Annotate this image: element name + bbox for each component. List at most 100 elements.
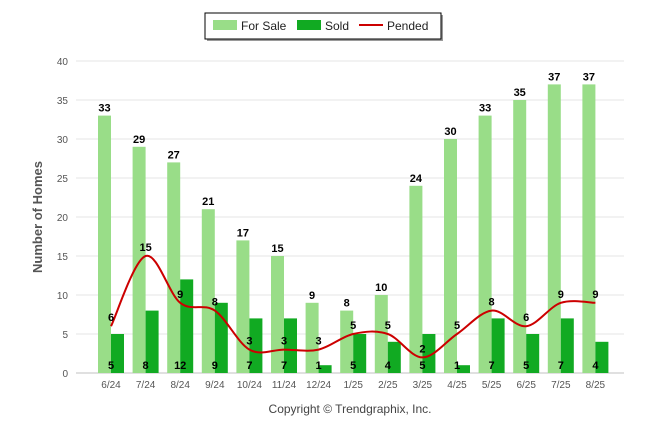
data-label-for-sale: 30 xyxy=(444,126,456,138)
data-label-sold: 7 xyxy=(246,360,252,372)
data-label-pended: 8 xyxy=(489,297,495,309)
x-tick-label: 8/25 xyxy=(586,380,606,391)
y-tick-label: 20 xyxy=(57,213,69,224)
x-tick-label: 3/25 xyxy=(413,380,433,391)
data-label-for-sale: 29 xyxy=(133,134,145,146)
legend-label-pended: Pended xyxy=(387,19,428,33)
data-label-pended: 9 xyxy=(558,289,564,301)
y-tick-label: 30 xyxy=(57,135,69,146)
bar-for-sale xyxy=(513,100,527,373)
data-label-pended: 3 xyxy=(281,336,287,348)
x-tick-labels: 6/24 7/24 8/24 9/24 10/24 11/24 12/24 1/25 2/25 3… xyxy=(101,380,605,391)
data-label-sold: 5 xyxy=(419,360,425,372)
bar-sold xyxy=(353,334,367,373)
bar-for-sale xyxy=(236,240,250,373)
legend-label-for-sale: For Sale xyxy=(241,19,287,33)
bar-for-sale xyxy=(409,185,423,373)
y-tick-label: 40 xyxy=(57,57,69,68)
data-label-for-sale: 17 xyxy=(237,227,249,239)
bar-for-sale xyxy=(582,84,596,374)
data-label-sold: 1 xyxy=(454,360,460,372)
bar-for-sale xyxy=(374,295,388,373)
data-labels: 3352982712219177157918510424530133735537… xyxy=(98,71,599,372)
pended-line xyxy=(110,254,596,359)
x-tick-label: 6/24 xyxy=(101,380,121,391)
x-tick-label: 6/25 xyxy=(516,380,536,391)
bar-sold xyxy=(526,334,540,373)
data-label-pended: 5 xyxy=(385,320,391,332)
bar-sold xyxy=(387,341,401,373)
bar-for-sale xyxy=(132,146,146,373)
y-tick-label: 25 xyxy=(57,174,69,185)
x-tick-label: 4/25 xyxy=(447,380,467,391)
bar-for-sale xyxy=(547,84,561,374)
data-label-pended: 5 xyxy=(454,320,460,332)
y-axis-label: Number of Homes xyxy=(30,161,45,273)
legend: For Sale Sold Pended xyxy=(204,12,443,41)
data-label-sold: 12 xyxy=(174,360,186,372)
bar-sold xyxy=(249,318,263,373)
data-label-pended: 8 xyxy=(212,297,218,309)
data-label-pended: 2 xyxy=(419,343,425,355)
y-tick-label: 5 xyxy=(62,330,68,341)
bar-sold xyxy=(422,334,436,373)
copyright-footer: Copyright © Trendgraphix, Inc. xyxy=(269,402,432,416)
data-label-pended: 3 xyxy=(316,336,322,348)
x-tick-label: 11/24 xyxy=(272,380,297,391)
bar-for-sale xyxy=(478,115,492,373)
x-tick-label: 9/24 xyxy=(205,380,225,391)
y-tick-label: 15 xyxy=(57,252,69,263)
legend-swatch-sold xyxy=(297,20,321,30)
bar-for-sale xyxy=(167,162,181,373)
bar-sold xyxy=(111,334,124,373)
x-tick-label: 7/25 xyxy=(551,380,571,391)
x-tick-label: 12/24 xyxy=(306,380,331,391)
data-label-pended: 6 xyxy=(108,312,114,324)
data-label-sold: 4 xyxy=(592,360,599,372)
bar-sold xyxy=(457,365,470,373)
data-label-for-sale: 21 xyxy=(202,196,214,208)
data-label-pended: 9 xyxy=(177,289,183,301)
data-label-for-sale: 35 xyxy=(514,87,526,99)
legend-label-sold: Sold xyxy=(325,19,349,33)
data-label-for-sale: 10 xyxy=(375,282,387,294)
bar-sold xyxy=(284,318,297,373)
data-label-pended: 9 xyxy=(592,289,598,301)
y-tick-label: 35 xyxy=(57,96,69,107)
bars xyxy=(98,84,609,374)
data-label-sold: 9 xyxy=(212,360,218,372)
data-label-sold: 4 xyxy=(385,360,392,372)
data-label-sold: 7 xyxy=(489,360,495,372)
legend-box xyxy=(204,12,442,40)
data-label-sold: 7 xyxy=(281,360,287,372)
data-label-for-sale: 24 xyxy=(410,173,423,185)
data-label-sold: 7 xyxy=(558,360,564,372)
data-label-sold: 5 xyxy=(350,360,356,372)
data-label-for-sale: 8 xyxy=(344,298,350,310)
y-tick-labels: 0 5 10 15 20 25 30 35 40 xyxy=(57,57,69,380)
data-label-sold: 1 xyxy=(316,360,322,372)
data-label-for-sale: 9 xyxy=(309,290,315,302)
data-label-for-sale: 37 xyxy=(548,71,560,83)
bar-sold xyxy=(560,318,574,373)
data-label-sold: 5 xyxy=(523,360,529,372)
x-tick-label: 1/25 xyxy=(343,380,363,391)
y-tick-label: 0 xyxy=(62,369,68,380)
pended-line-path xyxy=(110,254,596,359)
data-label-for-sale: 15 xyxy=(271,243,283,255)
x-tick-label: 8/24 xyxy=(170,380,190,391)
bar-sold xyxy=(595,341,609,373)
x-tick-label: 2/25 xyxy=(378,380,398,391)
legend-swatch-for-sale xyxy=(213,20,237,30)
data-label-pended: 6 xyxy=(523,312,529,324)
data-label-for-sale: 33 xyxy=(98,103,110,115)
data-label-pended: 3 xyxy=(246,336,252,348)
data-label-for-sale: 33 xyxy=(479,103,491,115)
bar-for-sale xyxy=(305,302,319,373)
bar-for-sale xyxy=(271,256,284,373)
bar-for-sale xyxy=(444,139,457,373)
y-tick-label: 10 xyxy=(57,291,69,302)
x-tick-label: 10/24 xyxy=(237,380,262,391)
bar-for-sale xyxy=(201,209,215,373)
